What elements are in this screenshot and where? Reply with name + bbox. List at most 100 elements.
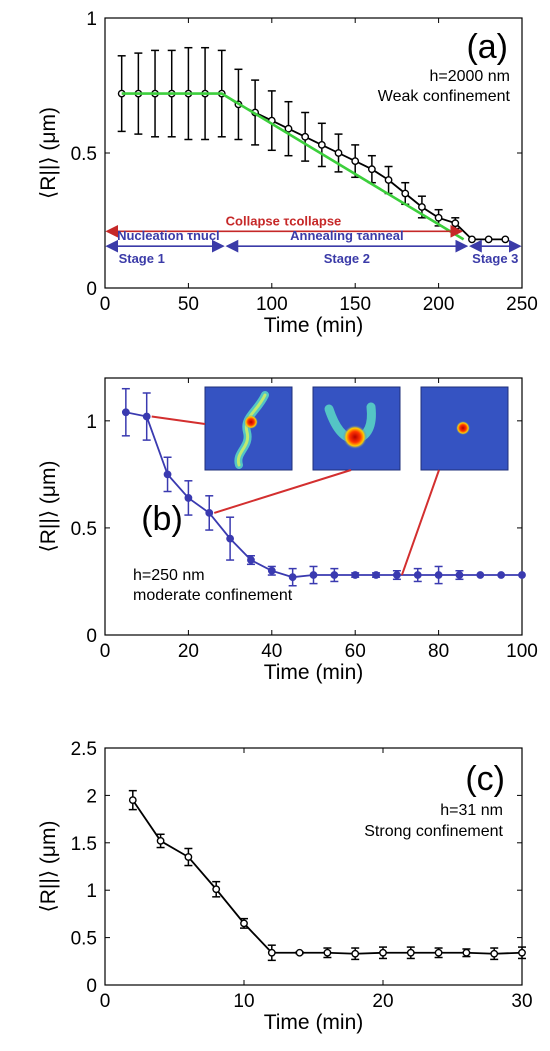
y-tick-label: 2.5 xyxy=(71,739,97,760)
x-tick-label: 0 xyxy=(100,641,111,662)
x-tick-label: 0 xyxy=(100,294,111,315)
data-point xyxy=(490,949,499,958)
data-point xyxy=(462,948,471,957)
y-tick-label: 1.5 xyxy=(71,834,97,855)
data-point xyxy=(418,203,426,211)
stage-1-label: Stage 1 xyxy=(119,251,165,266)
data-point xyxy=(184,853,193,861)
data-point xyxy=(434,213,443,222)
data-point xyxy=(434,571,443,579)
x-axis-label: Time (min) xyxy=(264,314,364,337)
x-tick-label: 50 xyxy=(178,294,199,315)
collapsed-core xyxy=(456,421,470,435)
x-tick-label: 20 xyxy=(372,991,393,1012)
data-point xyxy=(518,948,526,957)
data-point xyxy=(501,235,510,244)
data-point xyxy=(212,885,221,894)
x-tick-label: 40 xyxy=(261,641,282,662)
data-point xyxy=(128,796,137,805)
x-axis-label: Time (min) xyxy=(264,661,364,684)
data-point xyxy=(413,571,422,579)
data-point xyxy=(351,949,360,958)
plot-frame xyxy=(104,17,523,289)
x-tick-label: 100 xyxy=(506,641,538,662)
data-point xyxy=(309,571,318,579)
y-axis-label: ⟨R||⟩ (μm) xyxy=(37,821,60,913)
y-axis-label: ⟨R||⟩ (μm) xyxy=(37,107,60,199)
stage-2-label: Stage 2 xyxy=(324,251,370,266)
inset-connector xyxy=(400,469,440,576)
data-point xyxy=(142,412,151,421)
data-point xyxy=(401,189,410,198)
inset-image-collapsed-globule xyxy=(420,386,509,471)
data-point xyxy=(247,556,255,564)
data-point xyxy=(284,124,293,133)
data-point xyxy=(392,571,401,579)
data-point xyxy=(372,571,380,579)
y-tick-label: 2 xyxy=(86,786,97,807)
x-tick-label: 250 xyxy=(506,294,538,315)
data-point xyxy=(484,235,493,244)
y-tick-label: 1 xyxy=(86,9,97,30)
data-point xyxy=(434,948,443,957)
data-point xyxy=(240,919,248,928)
inset-connector xyxy=(151,415,206,425)
data-point xyxy=(468,235,476,244)
data-point xyxy=(379,948,387,957)
data-point xyxy=(351,157,360,166)
x-tick-label: 0 xyxy=(100,991,111,1012)
data-point xyxy=(163,470,172,479)
nucleation-label: Nucleation τnucl xyxy=(117,228,220,243)
y-tick-label: 0.5 xyxy=(71,144,97,165)
data-point xyxy=(384,176,393,184)
y-tick-label: 0.5 xyxy=(71,519,97,540)
x-axis-label: Time (min) xyxy=(264,1011,364,1034)
panel-letter: (c) xyxy=(465,760,505,798)
y-tick-label: 1 xyxy=(86,412,97,433)
inset-image-partial-globule xyxy=(312,386,401,471)
plot-frame xyxy=(104,747,523,986)
data-point xyxy=(267,566,276,575)
y-tick-label: 0 xyxy=(86,976,97,997)
chart-panel-b: 0 20 40 60 80 100 0 0.5 1 Time (min) ⟨R||⟩ (μm) (b)… xyxy=(37,377,538,684)
panel-note: Weak confinement xyxy=(378,88,511,105)
data-point xyxy=(476,571,485,579)
data-point xyxy=(330,571,339,579)
panel-note: moderate confinement xyxy=(133,587,293,604)
panel-letter: (b) xyxy=(141,500,183,538)
panel-letter: (a) xyxy=(466,28,508,66)
x-tick-label: 60 xyxy=(345,641,366,662)
x-tick-label: 200 xyxy=(423,294,455,315)
globule-core xyxy=(343,425,367,449)
data-point xyxy=(406,948,415,957)
data-point xyxy=(518,571,526,579)
data-point xyxy=(301,132,310,141)
x-tick-label: 30 xyxy=(511,991,532,1012)
data-point xyxy=(455,571,464,579)
data-point xyxy=(205,509,214,517)
plot-frame xyxy=(104,377,523,636)
coil-hotspot xyxy=(244,415,258,429)
data-point xyxy=(226,534,235,543)
data-point xyxy=(288,573,297,582)
x-tick-label: 150 xyxy=(339,294,371,315)
data-point xyxy=(184,494,193,502)
panel-note: h=250 nm xyxy=(133,567,205,584)
data-point xyxy=(323,948,332,957)
data-point xyxy=(267,948,276,957)
inset-image-extended-coil xyxy=(204,386,293,471)
panel-note: h=2000 nm xyxy=(429,68,510,85)
x-tick-label: 20 xyxy=(178,641,199,662)
chart-panel-a: 0 50 100 150 200 250 0 0.5 1 Time (min) ⟨R||⟩ (μm)… xyxy=(37,9,538,337)
stage-3-label: Stage 3 xyxy=(472,251,518,266)
collapse-label: Collapse τcollapse xyxy=(226,213,342,228)
data-point xyxy=(295,948,304,957)
data-point xyxy=(317,140,326,149)
panel-note: Strong confinement xyxy=(364,823,503,840)
inset-connector xyxy=(213,469,352,514)
series-line xyxy=(121,92,465,241)
annealing-label: Annealing τanneal xyxy=(290,228,403,243)
data-point xyxy=(156,837,165,845)
data-point xyxy=(451,219,460,228)
